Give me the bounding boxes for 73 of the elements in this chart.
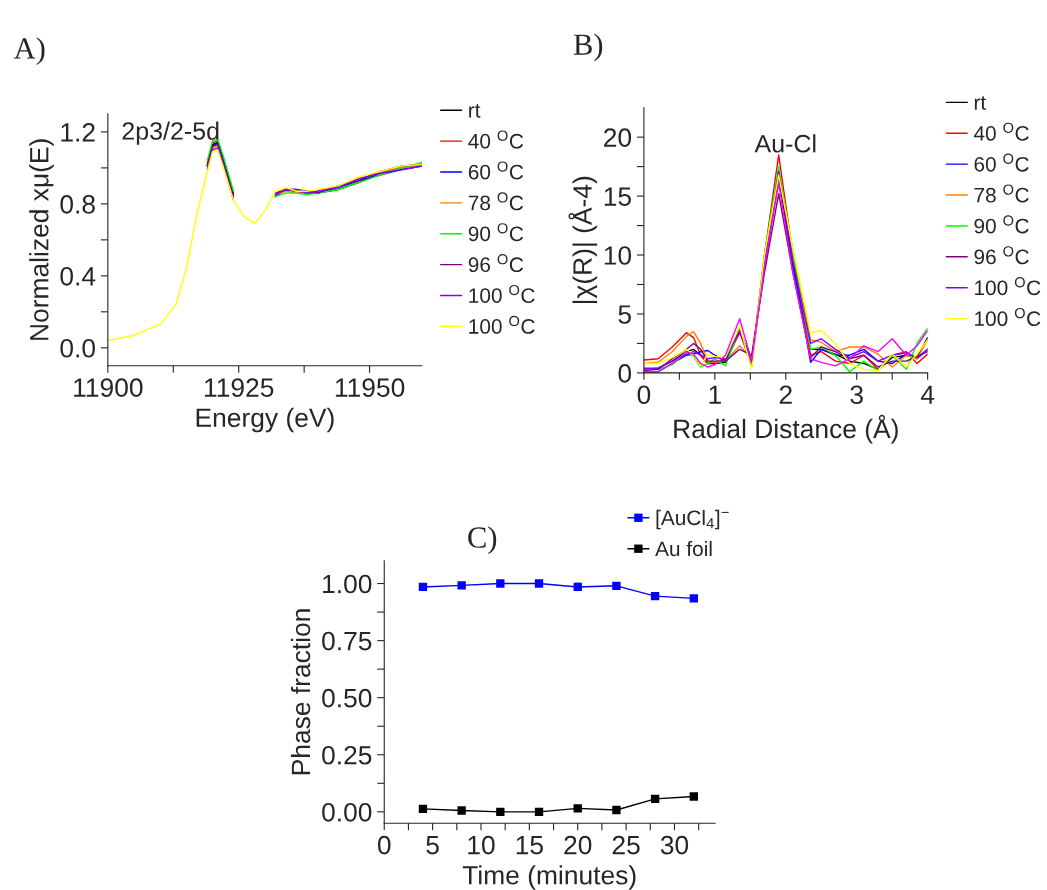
x-axis-title: Time (minutes) [462, 865, 636, 890]
legend-label: rt [974, 96, 987, 110]
legend-label: 60 $^{O}$C [468, 161, 524, 180]
x-axis-title: Energy (eV) [196, 407, 334, 433]
x-tick-label: 1 [709, 385, 721, 404]
point [612, 581, 621, 590]
legend-label: Au foil [655, 540, 712, 557]
y-tick-label: 1.2 [61, 123, 95, 142]
y-tick-label: 0.00 [322, 802, 372, 822]
y-tick-label: 20 [604, 128, 632, 147]
point [650, 794, 660, 803]
x-tick-label: 4 [920, 385, 935, 404]
legend-label: rt [469, 104, 481, 118]
y-tick-label: 10 [604, 246, 632, 265]
x-tick-label: 3 [850, 385, 863, 405]
legend-label: 40 $^{O}$C [468, 130, 524, 149]
legend-label: 90 $^{O}$C [468, 223, 524, 242]
legend-label: 100 $^{O}$C [469, 315, 535, 334]
y-axis-title: Phase fraction [290, 609, 311, 775]
y-tick-label: 0.25 [322, 745, 372, 765]
legend-label: 96 $^{O}$C [468, 254, 524, 273]
y-tick-label: 0.4 [60, 266, 96, 286]
x-tick-label: 2 [779, 385, 792, 404]
annotation: 2p3/2-5d [122, 121, 219, 145]
legend-label: 100 $^{O}$C [469, 284, 535, 303]
x-tick-label: 10 [468, 835, 495, 855]
y-tick-label: 1.00 [323, 574, 372, 594]
y-tick-label: 15 [604, 187, 631, 206]
point [650, 591, 660, 601]
x-tick-label: 20 [564, 835, 592, 855]
x-axis-title: Radial Distance (Å) [674, 414, 898, 444]
x-tick-label: 11950 [335, 378, 405, 397]
x-tick-label: 11900 [74, 378, 143, 397]
chart-title: B) [573, 33, 603, 62]
legend-label: 100 $^{O}$C [975, 307, 1041, 327]
chart-title: A) [13, 37, 45, 66]
point [689, 792, 698, 801]
legend-label: 100 $^{O}$C [975, 277, 1041, 296]
x-tick-label: 30 [660, 835, 689, 855]
y-tick-label: 0.0 [60, 338, 96, 358]
point [418, 804, 428, 814]
point [689, 594, 698, 603]
legend-label: 40 $^{O}$C [973, 122, 1029, 141]
x-tick-label: 0 [637, 385, 651, 405]
x-tick-label: 11925 [205, 378, 274, 397]
legend-label: 60 $^{O}$C [974, 153, 1029, 172]
x-tick-label: 5 [426, 836, 439, 855]
legend-label: 90 $^{O}$C [974, 215, 1029, 234]
x-tick-label: 15 [516, 836, 543, 855]
legend-label: 78 $^{O}$C [468, 192, 524, 211]
annotation: Au-Cl [754, 134, 816, 153]
point [496, 579, 505, 588]
chart-title: C) [468, 526, 497, 555]
x-tick-label: 25 [612, 835, 640, 855]
point [457, 806, 466, 815]
y-tick-label: 0.8 [60, 195, 95, 214]
point [534, 807, 544, 816]
legend-label: [AuCl$_{4}$]$^{−}$ [656, 509, 729, 530]
point [612, 805, 621, 815]
y-axis-title: Normalized xμ(E) [29, 139, 54, 340]
point [534, 579, 544, 588]
line-series [107, 149, 422, 342]
y-axis-title: |χ(R)| (Å-4) [568, 176, 598, 304]
point [418, 582, 428, 592]
y-tick-label: 0.75 [322, 631, 372, 651]
y-tick-label: 0 [618, 364, 632, 383]
legend-label: 78 $^{O}$C [974, 184, 1029, 203]
point [457, 581, 466, 590]
point [496, 807, 505, 816]
legend-label: 96 $^{O}$C [974, 246, 1029, 265]
y-tick-label: 0.50 [322, 688, 372, 708]
y-tick-label: 5 [618, 305, 631, 324]
x-tick-label: 0 [377, 835, 391, 855]
